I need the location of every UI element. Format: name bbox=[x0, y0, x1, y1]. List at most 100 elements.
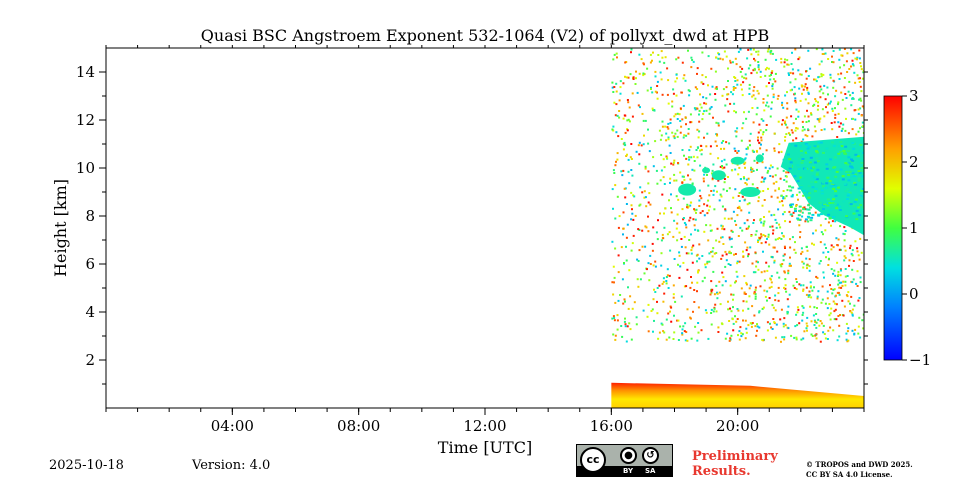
cirrus-pixel bbox=[789, 206, 793, 208]
noise-pixel bbox=[725, 86, 728, 89]
noise-pixel bbox=[736, 206, 739, 209]
noise-pixel bbox=[704, 309, 707, 312]
noise-pixel bbox=[846, 275, 849, 277]
noise-pixel bbox=[781, 101, 784, 104]
noise-pixel bbox=[802, 206, 805, 209]
noise-pixel bbox=[824, 52, 827, 55]
noise-pixel bbox=[813, 319, 816, 322]
noise-pixel bbox=[792, 72, 795, 75]
noise-pixel bbox=[747, 225, 750, 228]
noise-pixel bbox=[851, 91, 854, 94]
noise-pixel bbox=[839, 314, 841, 316]
cirrus-pixel bbox=[804, 159, 808, 162]
noise-pixel bbox=[773, 261, 776, 264]
cirrus-pixel bbox=[853, 155, 857, 157]
noise-pixel bbox=[743, 76, 746, 79]
noise-pixel bbox=[744, 241, 747, 244]
noise-pixel bbox=[769, 52, 772, 55]
noise-pixel bbox=[803, 330, 806, 333]
noise-pixel bbox=[711, 177, 714, 180]
noise-pixel bbox=[696, 88, 699, 90]
cirrus-pixel bbox=[826, 204, 830, 207]
noise-pixel bbox=[840, 72, 843, 75]
cirrus-cloud bbox=[678, 136, 864, 236]
noise-pixel bbox=[767, 48, 770, 51]
noise-pixel bbox=[677, 162, 679, 164]
noise-pixel bbox=[856, 270, 859, 273]
noise-pixel bbox=[751, 95, 754, 98]
cirrus-pixel bbox=[850, 158, 853, 161]
cirrus-pixel bbox=[857, 170, 861, 173]
noise-pixel bbox=[851, 59, 854, 62]
noise-pixel bbox=[843, 305, 846, 308]
noise-pixel bbox=[629, 295, 632, 298]
cirrus-pixel bbox=[802, 208, 806, 211]
noise-pixel bbox=[777, 286, 780, 289]
cirrus-pixel bbox=[816, 160, 820, 163]
noise-pixel bbox=[853, 332, 856, 335]
noise-pixel bbox=[787, 63, 790, 66]
noise-pixel bbox=[807, 120, 810, 123]
noise-pixel bbox=[817, 318, 820, 321]
noise-pixel bbox=[745, 283, 748, 286]
noise-pixel bbox=[752, 222, 755, 224]
noise-pixel bbox=[744, 161, 747, 164]
noise-pixel bbox=[622, 211, 625, 214]
noise-pixel bbox=[728, 250, 731, 253]
noise-pixel bbox=[751, 183, 754, 186]
noise-pixel bbox=[648, 279, 651, 282]
noise-pixel bbox=[775, 58, 778, 61]
noise-pixel bbox=[794, 129, 797, 132]
noise-pixel bbox=[714, 87, 717, 90]
noise-pixel bbox=[819, 260, 822, 262]
cirrus-pixel bbox=[830, 168, 834, 170]
noise-pixel bbox=[730, 91, 733, 94]
noise-pixel bbox=[795, 288, 798, 291]
noise-pixel bbox=[624, 196, 627, 199]
colorbar bbox=[883, 95, 903, 361]
noise-pixel bbox=[742, 122, 745, 125]
noise-pixel bbox=[670, 320, 673, 323]
noise-pixel bbox=[783, 211, 786, 213]
noise-pixel bbox=[759, 219, 762, 222]
cirrus-pixel bbox=[828, 202, 832, 204]
noise-pixel bbox=[755, 230, 758, 233]
noise-pixel bbox=[638, 72, 641, 75]
noise-pixel bbox=[753, 219, 755, 222]
noise-pixel bbox=[787, 305, 790, 308]
noise-pixel bbox=[631, 92, 634, 95]
noise-pixel bbox=[814, 211, 817, 214]
noise-pixel bbox=[822, 92, 825, 95]
noise-pixel bbox=[811, 335, 814, 337]
noise-pixel bbox=[754, 286, 757, 289]
noise-pixel bbox=[774, 174, 777, 177]
noise-pixel bbox=[701, 118, 704, 121]
noise-pixel bbox=[684, 79, 687, 82]
noise-pixel bbox=[685, 157, 688, 160]
noise-pixel bbox=[705, 145, 708, 148]
noise-pixel bbox=[615, 90, 618, 93]
noise-pixel bbox=[759, 147, 762, 150]
noise-pixel bbox=[656, 91, 658, 94]
noise-pixel bbox=[653, 109, 656, 111]
noise-pixel bbox=[843, 77, 846, 79]
noise-pixel bbox=[795, 281, 798, 283]
noise-pixel bbox=[764, 74, 767, 77]
noise-pixel bbox=[758, 141, 761, 144]
cirrus-pixel bbox=[809, 219, 813, 222]
noise-pixel bbox=[860, 90, 863, 93]
noise-pixel bbox=[788, 264, 791, 267]
noise-pixel bbox=[668, 144, 671, 147]
noise-pixel bbox=[757, 66, 760, 69]
noise-pixel bbox=[711, 169, 714, 172]
noise-pixel bbox=[683, 74, 686, 77]
noise-pixel bbox=[859, 336, 862, 339]
noise-pixel bbox=[832, 300, 835, 303]
x-tick-label: 16:00 bbox=[590, 417, 633, 435]
cirrus-pixel bbox=[855, 209, 859, 212]
cirrus-pixel bbox=[817, 213, 821, 216]
noise-pixel bbox=[646, 67, 649, 70]
noise-pixel bbox=[794, 325, 797, 328]
noise-pixel bbox=[701, 210, 704, 213]
noise-pixel bbox=[757, 139, 759, 142]
